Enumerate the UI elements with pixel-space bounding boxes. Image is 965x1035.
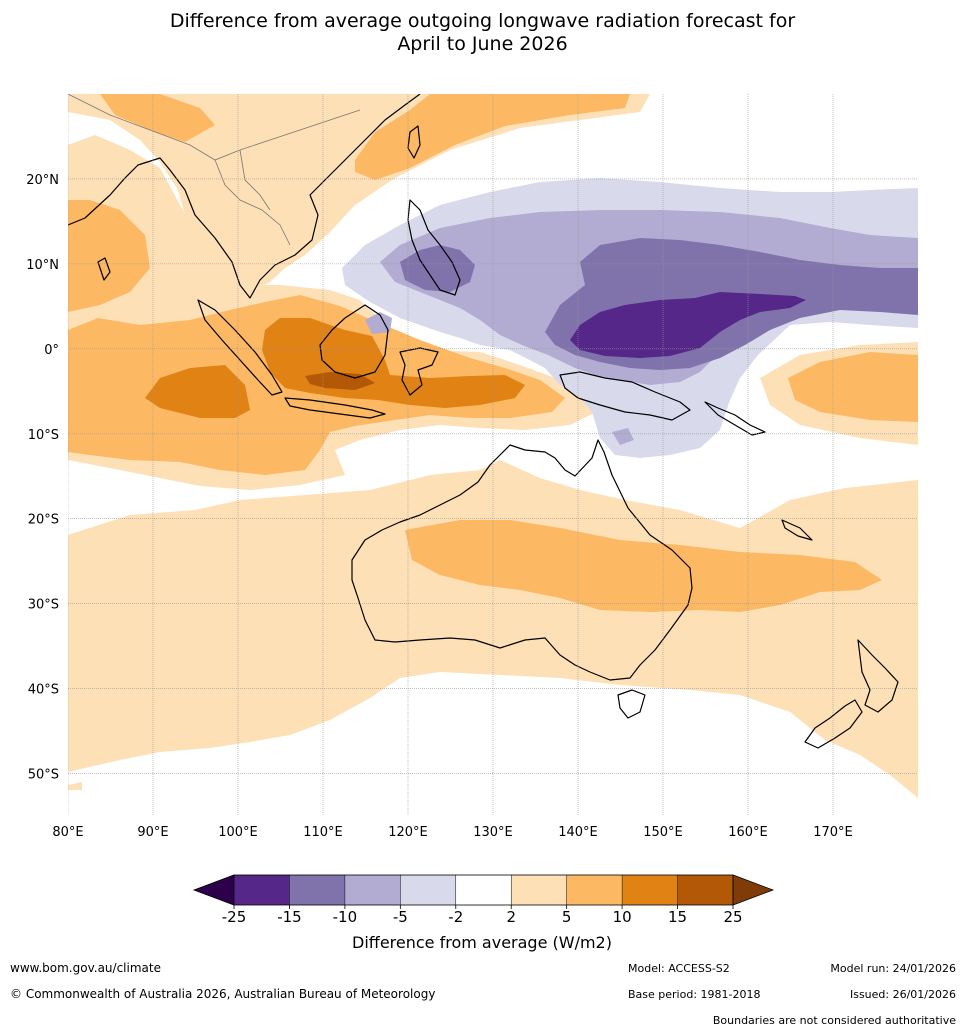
lon-label: 130°E	[473, 825, 513, 840]
map-area	[68, 94, 918, 816]
colorbar-bin	[289, 875, 344, 905]
lon-label: 110°E	[303, 825, 343, 840]
colorbar-tick-label: 5	[562, 908, 572, 926]
lon-label: 160°E	[728, 825, 768, 840]
colorbar-tick-label: -15	[277, 908, 302, 926]
footer-url[interactable]: www.bom.gov.au/climate	[10, 961, 161, 975]
latitude-labels: 20°N 10°N 0° 10°S 20°S 30°S 40°S 50°S	[26, 173, 59, 783]
colorbar-tick-label: 2	[506, 908, 516, 926]
colorbar-bin	[622, 875, 677, 905]
colorbar-bin	[511, 875, 566, 905]
lon-label: 80°E	[52, 825, 83, 840]
colorbar-bin	[567, 875, 622, 905]
colorbar-tick-label: -5	[393, 908, 408, 926]
lat-label: 20°S	[28, 513, 59, 528]
colorbar-bin	[678, 875, 733, 905]
longitude-labels: 80°E 90°E 100°E 110°E 120°E 130°E 140°E 150°E 16…	[52, 825, 852, 840]
colorbar-bin	[345, 875, 400, 905]
map-figure: 20°N 10°N 0° 10°S 20°S 30°S 40°S 50°S 80°E 90°E 1…	[0, 0, 965, 1035]
footer-disclaimer: Boundaries are not considered authoritat…	[713, 1014, 956, 1027]
footer-model: Model: ACCESS-S2	[628, 962, 730, 975]
colorbar-tick-label: 15	[668, 908, 687, 926]
colorbar: -25 -15 -10 -5 -2 2 5 10 15 25	[194, 875, 773, 926]
lat-label: 50°S	[28, 768, 59, 783]
footer-model-run: Model run: 24/01/2026	[830, 962, 956, 975]
colorbar-bin	[456, 875, 511, 905]
lat-label: 0°	[44, 343, 59, 358]
lon-label: 140°E	[558, 825, 598, 840]
lat-label: 10°N	[26, 258, 59, 273]
lat-label: 40°S	[28, 683, 59, 698]
colorbar-tick-label: 25	[723, 908, 742, 926]
colorbar-tick-label: -10	[333, 908, 358, 926]
colorbar-tick-label: -25	[222, 908, 247, 926]
colorbar-bin	[400, 875, 455, 905]
lat-label: 30°S	[28, 598, 59, 613]
lon-label: 120°E	[388, 825, 428, 840]
footer-issued: Issued: 26/01/2026	[850, 988, 956, 1001]
footer-base-period: Base period: 1981-2018	[628, 988, 760, 1001]
colorbar-high-arrow	[733, 875, 773, 905]
footer-copyright: © Commonwealth of Australia 2026, Austra…	[10, 987, 435, 1001]
colorbar-tick-label: 10	[613, 908, 632, 926]
lon-label: 150°E	[643, 825, 683, 840]
colorbar-label: Difference from average (W/m2)	[352, 933, 612, 952]
colorbar-bin	[234, 875, 289, 905]
lat-label: 10°S	[28, 428, 59, 443]
lon-label: 90°E	[137, 825, 168, 840]
colorbar-low-arrow	[194, 875, 234, 905]
lon-label: 100°E	[218, 825, 258, 840]
lat-label: 20°N	[26, 173, 59, 188]
lon-label: 170°E	[813, 825, 853, 840]
colorbar-tick-label: -2	[448, 908, 463, 926]
